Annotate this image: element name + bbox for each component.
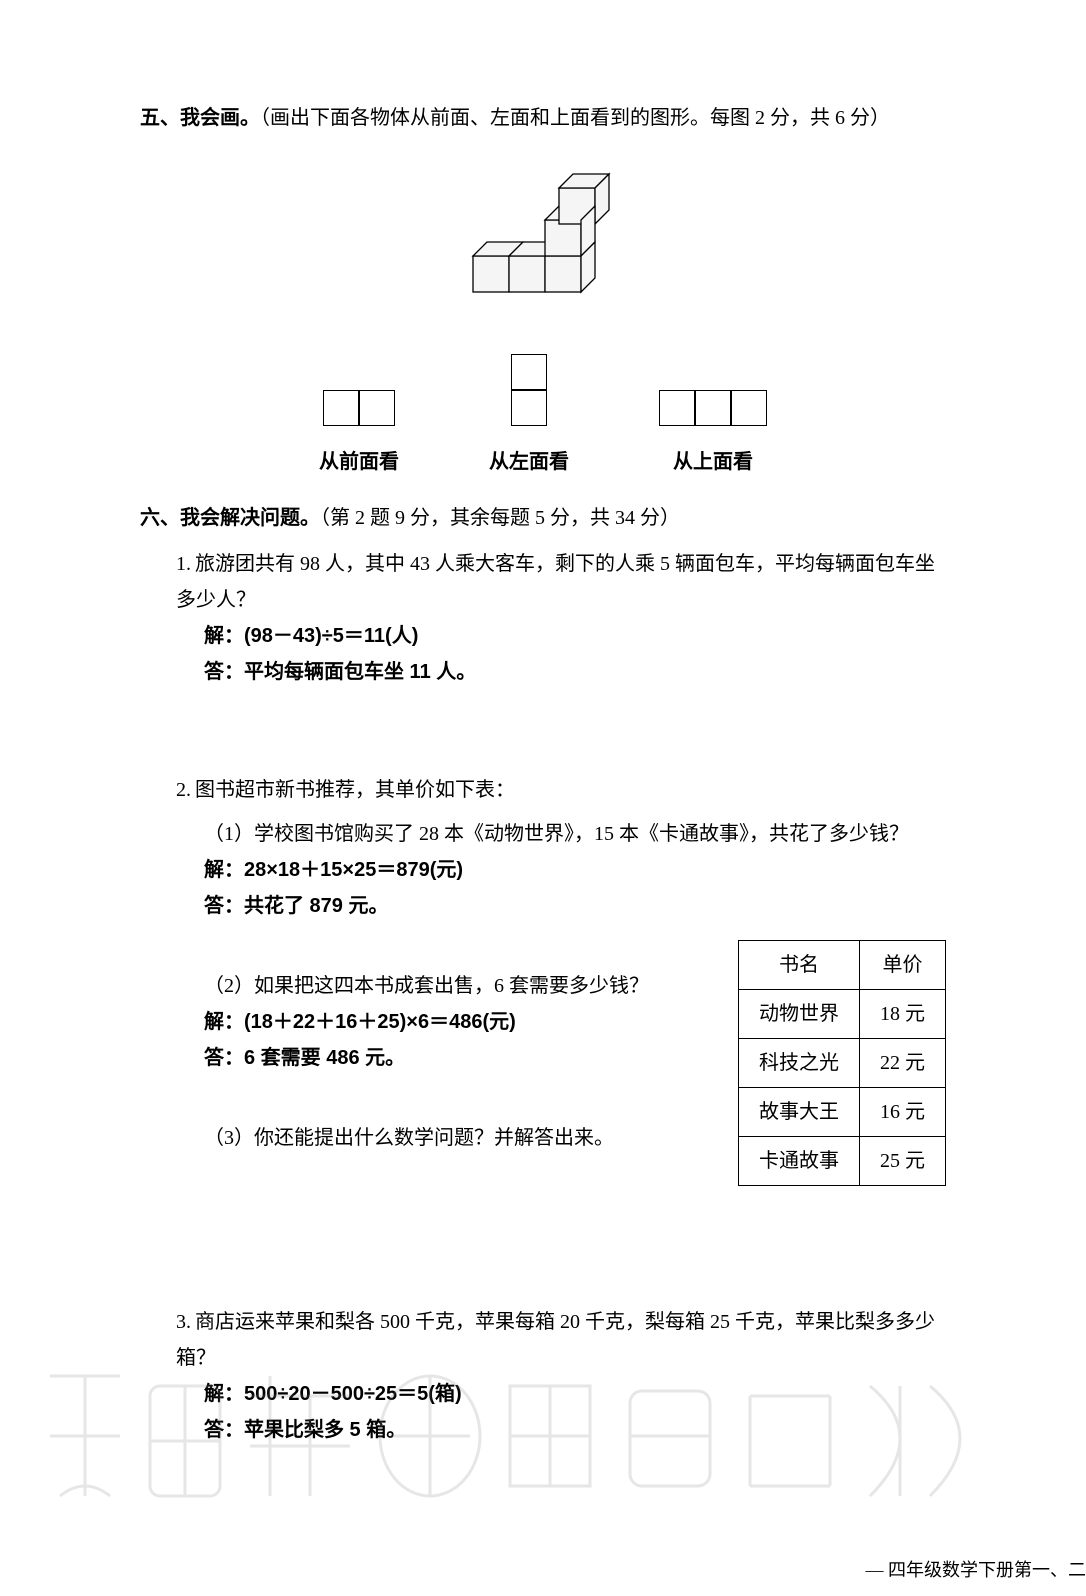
problem-2-1-q: （1）学校图书馆购买了 28 本《动物世界》，15 本《卡通故事》，共花了多少钱… [204, 816, 946, 852]
problem-2: 2. 图书超市新书推荐，其单价如下表： （1）学校图书馆购买了 28 本《动物世… [176, 772, 946, 1186]
problem-1-num: 1. [176, 553, 195, 575]
top-view: 从上面看 [659, 326, 767, 480]
problem-3: 3. 商店运来苹果和梨各 500 千克，苹果每箱 20 千克，梨每箱 25 千克… [176, 1304, 946, 1448]
col-bookname: 书名 [739, 941, 860, 990]
section-5-title: 五、我会画。（画出下面各物体从前面、左面和上面看到的图形。每图 2 分，共 6 … [140, 100, 946, 136]
problem-1-text: 旅游团共有 98 人，其中 43 人乘大客车，剩下的人乘 5 辆面包车，平均每辆… [176, 553, 935, 611]
table-row: 故事大王16 元 [739, 1088, 946, 1137]
views-row: 从前面看 从左面看 从上面看 [140, 326, 946, 480]
left-grid [511, 326, 547, 426]
left-view: 从左面看 [489, 326, 569, 480]
iso-svg [463, 156, 623, 306]
top-label: 从上面看 [673, 444, 753, 480]
section-6-heading: 六、我会解决问题。 [140, 507, 320, 529]
section-6-title: 六、我会解决问题。（第 2 题 9 分，其余每题 5 分，共 34 分） [140, 500, 946, 536]
problem-2-1-ans: 答：共花了 879 元。 [204, 888, 946, 924]
table-row: 科技之光22 元 [739, 1039, 946, 1088]
page-footer: — 四年级数学下册第一、二 [866, 1554, 1086, 1586]
front-grid [323, 326, 395, 426]
books-price-table: 书名 单价 动物世界18 元 科技之光22 元 故事大王16 元 卡通故事25 … [738, 940, 946, 1186]
problem-1-ans: 答：平均每辆面包车坐 11 人。 [204, 654, 946, 690]
section-5-note: （画出下面各物体从前面、左面和上面看到的图形。每图 2 分，共 6 分） [260, 107, 890, 129]
problem-1: 1. 旅游团共有 98 人，其中 43 人乘大客车，剩下的人乘 5 辆面包车，平… [176, 546, 946, 690]
section-5-heading: 五、我会画。 [140, 107, 260, 129]
problem-2-num: 2. [176, 779, 195, 801]
problem-2-text: 图书超市新书推荐，其单价如下表： [195, 779, 515, 801]
problem-3-ans: 答：苹果比梨多 5 箱。 [204, 1412, 946, 1448]
front-label: 从前面看 [319, 444, 399, 480]
iso-figure [140, 156, 946, 306]
section-6-note: （第 2 题 9 分，其余每题 5 分，共 34 分） [320, 507, 680, 529]
problem-3-sol: 解：500÷20－500÷25＝5(箱) [204, 1376, 946, 1412]
problem-2-1: （1）学校图书馆购买了 28 本《动物世界》，15 本《卡通故事》，共花了多少钱… [204, 816, 946, 924]
front-view: 从前面看 [319, 326, 399, 480]
col-price: 单价 [860, 941, 946, 990]
problem-3-num: 3. [176, 1311, 195, 1333]
problem-3-text: 商店运来苹果和梨各 500 千克，苹果每箱 20 千克，梨每箱 25 千克，苹果… [176, 1311, 935, 1369]
problem-2-1-sol: 解：28×18＋15×25＝879(元) [204, 852, 946, 888]
top-grid [659, 326, 767, 426]
table-row: 动物世界18 元 [739, 990, 946, 1039]
table-row: 卡通故事25 元 [739, 1137, 946, 1186]
table-header-row: 书名 单价 [739, 941, 946, 990]
problem-1-sol: 解：(98－43)÷5＝11(人) [204, 618, 946, 654]
left-label: 从左面看 [489, 444, 569, 480]
